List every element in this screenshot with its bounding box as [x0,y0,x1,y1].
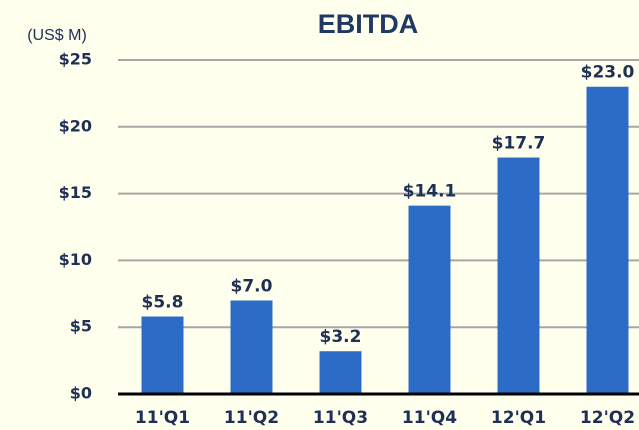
bar [230,300,273,394]
bar [586,86,629,394]
chart-title: EBITDA [318,9,419,39]
x-tick-label: 12'Q1 [491,408,546,428]
value-label: $7.0 [231,276,273,296]
x-tick-label: 11'Q3 [313,408,368,428]
y-tick-label: $25 [59,50,92,69]
x-tick-label: 11'Q1 [135,408,190,428]
x-tick-label: 12'Q2 [580,408,635,428]
y-tick-label: $5 [70,317,92,336]
y-tick-label: $20 [59,116,92,135]
x-tick-label: 11'Q2 [224,408,279,428]
value-label: $3.2 [320,327,362,347]
y-axis-label: (US$ M) [27,27,87,44]
bar [497,157,540,394]
y-tick-label: $0 [70,384,92,403]
value-label: $5.8 [142,293,184,313]
y-tick-label: $15 [59,183,92,202]
bar [319,351,362,394]
bar [408,205,451,394]
value-label: $14.1 [403,182,457,202]
value-label: $17.7 [492,134,546,154]
x-tick-label: 11'Q4 [402,408,457,428]
bar [141,316,184,394]
y-tick-label: $10 [59,250,92,269]
value-label: $23.0 [581,63,635,83]
